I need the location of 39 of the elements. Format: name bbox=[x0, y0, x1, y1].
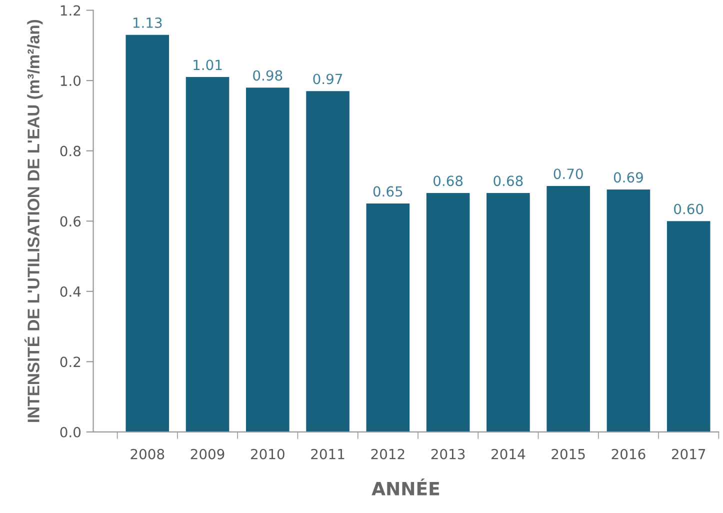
x-tick-label: 2011 bbox=[311, 448, 344, 460]
bar bbox=[366, 204, 410, 432]
x-tick-label: 2014 bbox=[492, 448, 526, 460]
bar bbox=[246, 88, 290, 432]
x-tick-label: 2017 bbox=[672, 448, 706, 460]
data-label: 0.65 bbox=[373, 186, 402, 197]
data-label: 0.60 bbox=[674, 204, 704, 214]
x-tick-label: 2008 bbox=[130, 448, 164, 460]
data-label: 0.68 bbox=[434, 176, 463, 186]
bar bbox=[426, 192, 470, 432]
y-tick-label: 0.4 bbox=[60, 286, 81, 297]
data-label: 1.13 bbox=[133, 17, 162, 28]
x-tick-label: 2013 bbox=[431, 448, 465, 460]
y-tick-label: 1.0 bbox=[60, 76, 81, 86]
x-tick-label: 2015 bbox=[552, 448, 585, 460]
bar bbox=[606, 189, 650, 432]
bar bbox=[126, 34, 170, 432]
x-axis-title: ANNÉE bbox=[372, 478, 440, 496]
x-tick-label: 2010 bbox=[251, 448, 284, 460]
bar bbox=[666, 221, 710, 432]
bar bbox=[306, 91, 350, 432]
y-tick-label: 0.6 bbox=[60, 216, 81, 227]
y-tick-label: 0.8 bbox=[60, 146, 81, 156]
y-axis-title: INTENSITÉ DE L'UTILISATION DE L'EAU (m³/m²/an) bbox=[24, 20, 43, 422]
data-label: 0.68 bbox=[494, 176, 523, 186]
bar bbox=[486, 192, 530, 432]
x-tick-label: 2012 bbox=[371, 448, 404, 460]
data-label: 1.01 bbox=[194, 60, 222, 70]
data-label: 0.98 bbox=[253, 70, 282, 81]
data-label: 0.70 bbox=[554, 168, 583, 180]
y-tick-label: 0.2 bbox=[60, 356, 80, 368]
y-tick-label: 1.2 bbox=[60, 5, 80, 16]
data-label: 0.97 bbox=[313, 74, 342, 84]
data-label: 0.69 bbox=[614, 172, 643, 183]
y-tick-label: 0.0 bbox=[60, 426, 81, 438]
x-tick-label: 2009 bbox=[190, 448, 224, 460]
x-tick-label: 2016 bbox=[612, 448, 646, 460]
bar bbox=[546, 186, 590, 432]
bar bbox=[186, 77, 230, 432]
